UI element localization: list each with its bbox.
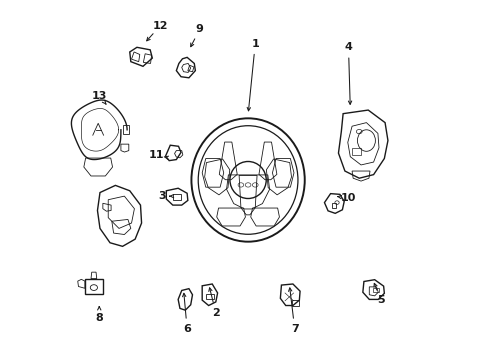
Text: 5: 5 [376, 295, 384, 305]
Bar [85, 279, 102, 294]
Text: 13: 13 [91, 91, 107, 101]
Text: 1: 1 [251, 39, 259, 49]
Text: 10: 10 [340, 193, 355, 203]
Bar [351, 148, 360, 155]
Text: 9: 9 [195, 24, 203, 35]
Text: 6: 6 [183, 324, 191, 334]
Text: 3: 3 [158, 191, 165, 201]
Text: 7: 7 [290, 324, 298, 334]
Text: 11: 11 [148, 150, 164, 160]
Bar [122, 126, 129, 134]
Bar [372, 288, 379, 292]
Text: 4: 4 [344, 42, 352, 52]
Text: 12: 12 [152, 21, 168, 31]
Text: 2: 2 [211, 308, 219, 318]
Text: 8: 8 [95, 313, 103, 323]
Bar [205, 294, 213, 300]
Bar [172, 194, 180, 201]
